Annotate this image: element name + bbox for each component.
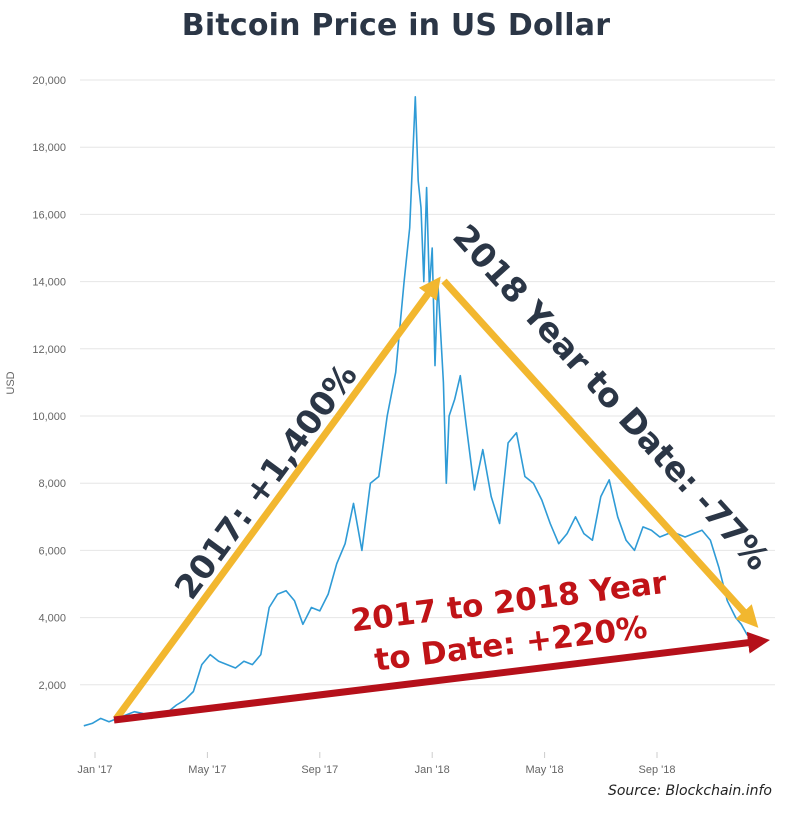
x-tick-label: Sep '18 [639,764,676,776]
annotation-2018: 2018 Year to Date: -77% [445,217,777,578]
x-tick-label: Sep '17 [301,764,338,776]
arrow-2018-down [441,278,759,628]
chart-title: Bitcoin Price in US Dollar [181,8,611,43]
y-tick-label: 10,000 [32,411,66,423]
y-tick-label: 18,000 [32,142,66,154]
grid-lines [80,79,775,686]
x-tick-label: May '17 [188,764,226,776]
x-tick-label: May '18 [526,764,564,776]
x-tick-label: Jan '18 [415,764,450,776]
y-tick-label: 4,000 [38,613,66,625]
y-tick-label: 8,000 [38,478,66,490]
y-tick-label: 6,000 [38,545,66,557]
arrow-2017-up [113,276,441,722]
y-axis-label: USD [5,371,17,394]
arrow-overall [113,631,770,724]
y-tick-label: 14,000 [32,277,66,289]
y-tick-label: 16,000 [32,209,66,221]
y-axis-ticks: 2,000 4,000 6,000 8,000 10,000 12,000 14,000 16… [32,75,66,692]
y-tick-label: 2,000 [38,680,66,692]
source-note: Source: Blockchain.info [607,783,772,799]
y-tick-label: 12,000 [32,344,66,356]
x-axis-ticks: Jan '17 May '17 Sep '17 Jan '18 May '18 Sep '… [77,752,675,776]
x-tick-label: Jan '17 [77,764,112,776]
y-tick-label: 20,000 [32,75,66,87]
